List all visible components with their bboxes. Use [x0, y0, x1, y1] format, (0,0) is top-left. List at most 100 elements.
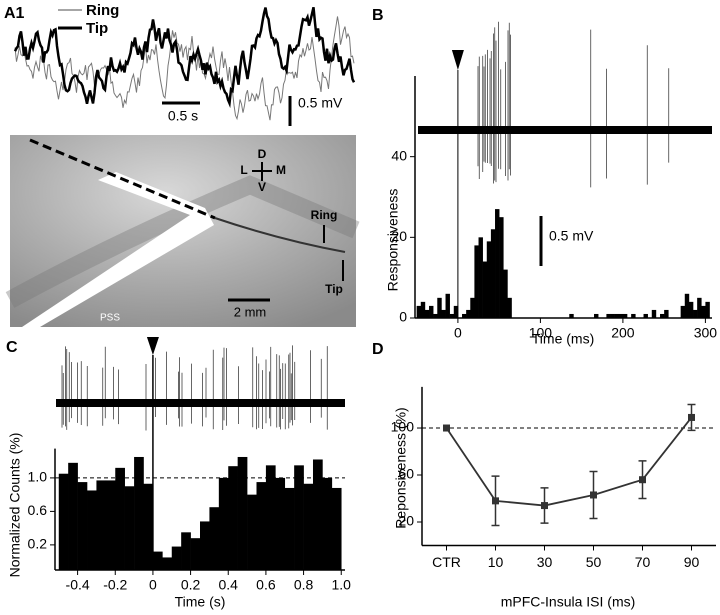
bar [495, 209, 500, 318]
bar [77, 482, 88, 570]
bar [614, 313, 620, 318]
bar [569, 313, 574, 318]
bar [322, 477, 333, 570]
stimulus-arrow [146, 337, 159, 355]
bar [631, 313, 636, 318]
x-axis-title: Time (s) [175, 594, 226, 610]
y-tick-label: 0.6 [28, 502, 48, 518]
x-tick-label: 0.2 [181, 577, 201, 593]
bar [643, 313, 648, 318]
tissue-band [5, 175, 360, 308]
x-tick-label: 70 [635, 554, 651, 570]
bar [312, 459, 323, 570]
bar [610, 313, 615, 318]
y-axis-title: Normalized Counts (%) [7, 433, 23, 578]
marker [590, 491, 597, 499]
bar [499, 217, 504, 318]
bar [294, 465, 304, 570]
bar [162, 557, 173, 570]
scale-label: 0.5 s [168, 108, 198, 124]
x-tick-label: 10 [488, 554, 504, 570]
marker [492, 497, 499, 505]
y-tick-label: 0.2 [28, 536, 48, 552]
bar [466, 309, 471, 318]
bar [478, 237, 483, 318]
bar [134, 456, 144, 570]
x-tick-label: 30 [537, 554, 553, 570]
bar [660, 313, 665, 318]
bar [265, 465, 276, 570]
bar [58, 473, 69, 570]
bar [429, 305, 434, 318]
bar [124, 486, 135, 570]
bar [190, 538, 201, 570]
x-tick-label: 0.8 [294, 577, 314, 593]
bar [68, 462, 78, 570]
legend-label: Ring [86, 2, 119, 19]
bar [622, 313, 628, 318]
y-tick-label: 60 [398, 466, 414, 482]
bar [470, 297, 475, 318]
raster-baseline [56, 399, 345, 407]
x-axis-title: mPFC-Insula ISI (ms) [501, 594, 636, 610]
bar [482, 261, 488, 318]
y-tick-label: 20 [391, 228, 407, 244]
panel-label: B [372, 7, 384, 24]
orientation-label: M [276, 163, 286, 177]
bar [680, 305, 686, 318]
bar [424, 309, 430, 318]
bar [171, 546, 182, 570]
bar [684, 293, 690, 318]
annotation: PSS [100, 313, 120, 324]
bar [303, 483, 314, 570]
bar [449, 313, 455, 318]
panel-label: C [6, 339, 18, 356]
annotation: Tip [325, 282, 343, 296]
x-tick-label: 90 [684, 554, 700, 570]
bar [486, 241, 492, 318]
bar [507, 297, 512, 318]
y-tick-label: 20 [398, 513, 414, 529]
panel-label: D [372, 341, 384, 358]
bar [697, 297, 702, 318]
x-tick-label: 100 [529, 325, 553, 341]
x-tick-label: -0.2 [103, 577, 127, 593]
bar [594, 313, 599, 318]
x-tick-label: 300 [694, 325, 718, 341]
bar [96, 480, 107, 570]
bar [218, 477, 229, 570]
orientation-label: L [240, 163, 247, 177]
bar [606, 313, 611, 318]
bar [453, 305, 459, 318]
raster-baseline [418, 126, 712, 134]
x-tick-label: 0.4 [219, 577, 239, 593]
bar [181, 532, 191, 570]
bar [228, 466, 238, 570]
x-tick-label: CTR [432, 554, 461, 570]
bar [331, 487, 342, 570]
marker [443, 424, 450, 432]
marker [639, 476, 646, 484]
legend-label: Tip [86, 20, 108, 37]
y-axis-title: Responsiveness [385, 189, 401, 292]
bar [490, 229, 496, 318]
bar [143, 483, 154, 570]
bar [115, 467, 125, 570]
bar [200, 521, 210, 570]
panel-label: A1 [4, 5, 25, 22]
bar [247, 494, 257, 570]
marker [541, 502, 548, 510]
bar [275, 477, 286, 570]
bar [284, 487, 295, 570]
y-tick-label: 40 [391, 147, 407, 163]
bar [256, 482, 267, 570]
orientation-label: D [258, 147, 267, 161]
scale-label: 0.5 mV [298, 95, 343, 111]
compass [252, 162, 272, 181]
x-axis-title: Time (ms) [532, 331, 594, 347]
scale-label: 0.5 mV [549, 228, 594, 244]
x-tick-label: 0 [454, 325, 462, 341]
x-tick-label: 200 [611, 325, 635, 341]
x-tick-label: -0.4 [66, 577, 90, 593]
